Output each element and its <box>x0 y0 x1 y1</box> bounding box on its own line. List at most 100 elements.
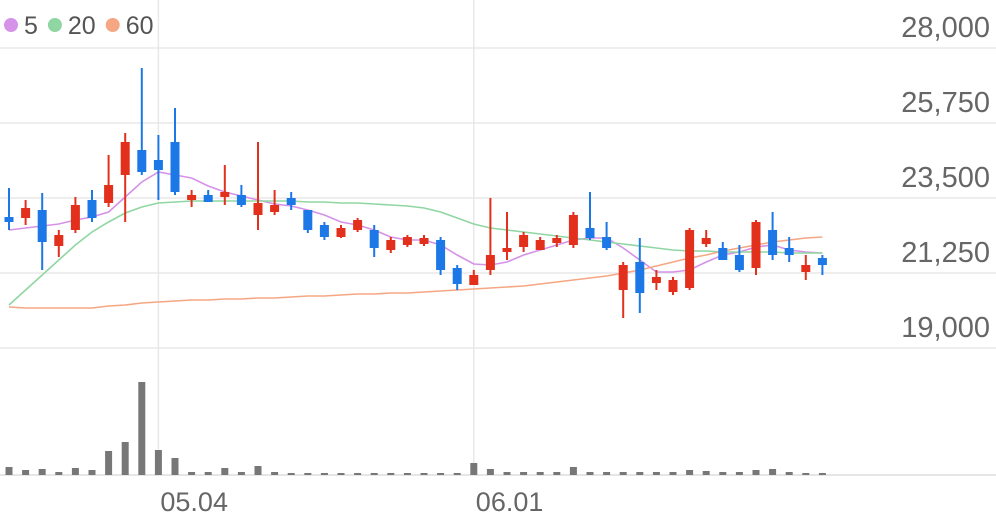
volume-bar <box>735 472 743 475</box>
volume-bar <box>55 472 63 475</box>
candle-body <box>734 255 744 270</box>
candle-body <box>386 240 396 250</box>
volume-bar <box>221 468 229 475</box>
candle-body <box>37 210 47 242</box>
volume-bar <box>154 450 162 475</box>
candle-body <box>369 230 379 248</box>
candle-body <box>170 142 180 192</box>
candle-body <box>784 248 794 255</box>
candle-body <box>535 240 545 250</box>
volume-bar <box>719 472 727 475</box>
y-tick-label: 19,000 <box>901 312 990 344</box>
candle-body <box>436 240 446 270</box>
volume-bar <box>387 473 395 475</box>
candle-body <box>651 277 661 283</box>
legend-label: 60 <box>126 12 154 40</box>
volume-bar <box>337 473 345 475</box>
volume-bar <box>818 473 826 475</box>
volume-bar <box>88 470 96 475</box>
candle-body <box>751 222 761 268</box>
volume-bar <box>370 473 378 475</box>
volume-bar <box>437 473 445 475</box>
volume-bar <box>38 469 46 475</box>
volume-bar <box>171 458 179 475</box>
volume-bar <box>188 472 196 475</box>
candle-body <box>502 248 512 252</box>
volume-bar <box>586 472 594 475</box>
candle-body <box>203 195 213 202</box>
volume-bar <box>204 472 212 475</box>
candle-body <box>187 195 197 200</box>
volume-bar <box>271 472 279 475</box>
candle-body <box>319 225 329 237</box>
candle-body <box>618 265 628 290</box>
volume-bar <box>636 472 644 475</box>
legend-marker <box>4 18 18 32</box>
y-tick-label: 28,000 <box>901 12 990 44</box>
candle-body <box>303 210 313 230</box>
volume-bar <box>652 472 660 475</box>
volume-bar <box>486 469 494 475</box>
volume-bar <box>536 472 544 475</box>
candle-body <box>718 248 728 260</box>
candle-body <box>519 235 529 247</box>
volume-bar <box>105 451 113 475</box>
candle-body <box>552 238 562 243</box>
volume-bar <box>121 442 129 475</box>
candle-body <box>153 160 163 170</box>
candle-body <box>685 230 695 288</box>
volume-bar <box>785 472 793 475</box>
volume-bar <box>553 472 561 475</box>
volume-bar <box>686 470 694 475</box>
volume-bar <box>503 472 511 475</box>
candle-body <box>21 208 31 218</box>
volume-bar <box>619 472 627 475</box>
volume-bar <box>320 473 328 475</box>
volume-bar <box>420 473 428 475</box>
candle-body <box>701 238 711 244</box>
ma-line <box>8 200 823 306</box>
candle-body <box>4 217 14 222</box>
volume-bar <box>669 472 677 475</box>
volume-bar <box>453 473 461 475</box>
candle-body <box>419 238 429 244</box>
volume-bar <box>603 472 611 475</box>
candle-body <box>469 275 479 285</box>
volume-bar <box>569 467 577 475</box>
y-tick-label: 21,250 <box>901 237 990 269</box>
candle-body <box>635 262 645 293</box>
ma-line <box>8 171 823 273</box>
candle-body <box>336 228 346 237</box>
candle-body <box>286 198 296 205</box>
x-tick-label: 06.01 <box>476 487 544 517</box>
candle-body <box>353 220 363 230</box>
candle-body <box>585 228 595 238</box>
legend-label: 20 <box>68 12 96 40</box>
candle-body <box>253 203 263 215</box>
volume-bar <box>304 473 312 475</box>
candle-body <box>485 255 495 270</box>
volume-bar <box>5 467 13 475</box>
legend-marker <box>105 18 120 32</box>
volume-bar <box>752 470 760 475</box>
legend-marker <box>47 18 62 32</box>
candle-body <box>768 230 778 255</box>
x-tick-label: 05.04 <box>160 487 228 517</box>
volume-bar <box>403 473 411 475</box>
volume-bar <box>138 382 146 475</box>
volume-bar <box>802 473 810 475</box>
volume-bar <box>769 469 777 475</box>
volume-bar <box>254 466 262 475</box>
candle-body <box>120 142 130 175</box>
candle-body <box>801 265 811 272</box>
candle-body <box>236 195 246 205</box>
y-tick-label: 23,500 <box>901 162 990 194</box>
candle-body <box>817 258 827 265</box>
legend-label: 5 <box>24 12 38 40</box>
candle-body <box>402 237 412 245</box>
candle-body <box>104 185 114 203</box>
y-tick-label: 25,750 <box>901 87 990 119</box>
volume-bar <box>71 468 79 475</box>
candle-body <box>270 205 280 212</box>
